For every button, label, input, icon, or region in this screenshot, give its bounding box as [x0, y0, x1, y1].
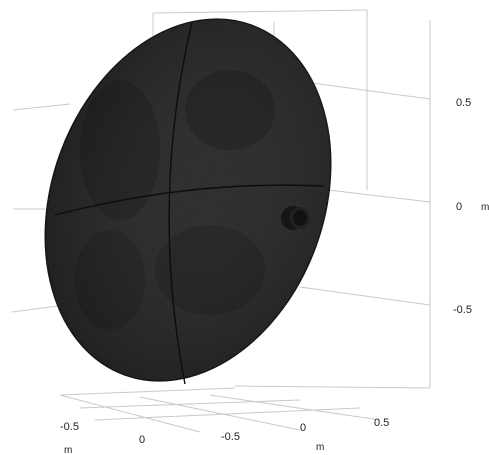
z-axis: 0.5 0 -0.5 m — [453, 97, 489, 316]
x-tick-label: 0 — [300, 422, 306, 434]
y-axis-unit: m — [64, 445, 72, 455]
x-axis: -0.5 0 0.5 m — [221, 417, 389, 453]
x-axis-unit: m — [316, 442, 324, 453]
parabolic-dish[interactable] — [0, 0, 379, 421]
z-axis-unit: m — [481, 202, 489, 213]
z-tick-label: 0.5 — [456, 97, 471, 109]
x-tick-label: 0.5 — [374, 417, 389, 429]
y-tick-label: -0.5 — [60, 421, 79, 433]
grid-lines — [11, 9, 431, 433]
x-tick-label: -0.5 — [221, 431, 240, 443]
feed-horn[interactable] — [281, 206, 310, 230]
z-tick-label: 0 — [456, 201, 462, 213]
y-tick-label: 0 — [139, 434, 145, 446]
dish-mesh-texture — [45, 19, 331, 381]
dish-seams — [54, 21, 325, 385]
z-tick-label: -0.5 — [453, 304, 472, 316]
y-axis: -0.5 0 m — [60, 421, 145, 455]
